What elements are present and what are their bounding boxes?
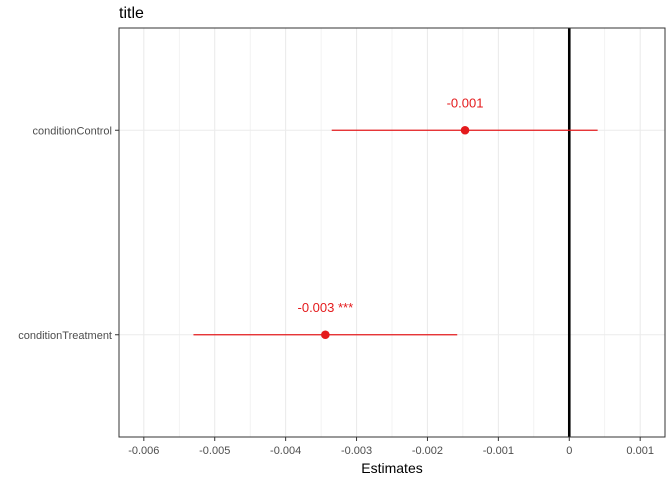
grid-lines bbox=[119, 28, 665, 437]
y-tick-label: conditionControl bbox=[33, 125, 113, 137]
y-tick-label: conditionTreatment bbox=[18, 330, 112, 342]
x-tick-label: 0 bbox=[566, 445, 572, 457]
estimate-point bbox=[321, 330, 330, 340]
chart-title: title bbox=[119, 5, 144, 22]
x-tick-label: -0.002 bbox=[412, 445, 443, 457]
estimate-point bbox=[460, 125, 470, 135]
estimate-marks: -0.001 -0.003 *** bbox=[193, 95, 598, 340]
x-tick-label: -0.005 bbox=[199, 445, 230, 457]
x-axis-title: Estimates bbox=[361, 460, 422, 476]
y-axis-ticks: conditionControl conditionTreatment bbox=[18, 125, 119, 342]
estimate-label: -0.001 bbox=[447, 95, 484, 110]
estimate-label: -0.003 *** bbox=[298, 300, 354, 315]
x-tick-label: 0.001 bbox=[626, 445, 654, 457]
x-axis-ticks: -0.006 -0.005 -0.004 -0.003 -0.002 -0.001 0 0.0… bbox=[128, 437, 654, 457]
x-tick-label: -0.003 bbox=[341, 445, 372, 457]
x-tick-label: -0.004 bbox=[270, 445, 301, 457]
x-tick-label: -0.001 bbox=[483, 445, 514, 457]
panel-border bbox=[118, 27, 666, 438]
x-tick-label: -0.006 bbox=[128, 445, 159, 457]
